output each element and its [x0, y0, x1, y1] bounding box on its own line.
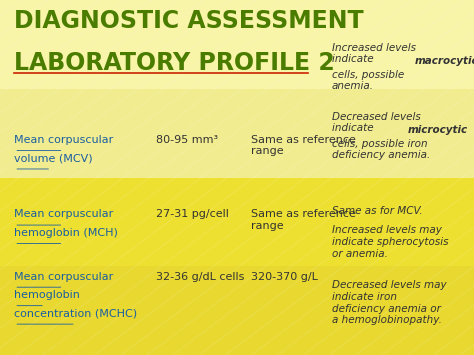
- Text: Decreased levels
indicate: Decreased levels indicate: [332, 112, 420, 133]
- Text: Increased levels
indicate: Increased levels indicate: [332, 43, 416, 64]
- Text: volume (MCV): volume (MCV): [14, 153, 93, 163]
- Text: microcytic: microcytic: [408, 125, 468, 135]
- Text: Decreased levels may
indicate iron
deficiency anemia or
a hemoglobinopathy.: Decreased levels may indicate iron defic…: [332, 280, 447, 325]
- Text: 320-370 g/L: 320-370 g/L: [251, 272, 318, 282]
- Text: Same as reference
range: Same as reference range: [251, 209, 356, 231]
- Text: hemoglobin: hemoglobin: [14, 290, 80, 300]
- Text: 80-95 mm³: 80-95 mm³: [156, 135, 219, 145]
- Bar: [0, 266, 474, 355]
- Text: Mean corpuscular: Mean corpuscular: [14, 209, 113, 219]
- Text: 27-31 pg/cell: 27-31 pg/cell: [156, 209, 229, 219]
- Text: cells, possible iron
deficiency anemia.: cells, possible iron deficiency anemia.: [332, 139, 430, 160]
- Text: hemoglobin (MCH): hemoglobin (MCH): [14, 228, 118, 238]
- Text: Same as reference
range: Same as reference range: [251, 135, 356, 157]
- Text: Mean corpuscular: Mean corpuscular: [14, 272, 113, 282]
- Text: Increased levels may
indicate spherocytosis
or anemia.: Increased levels may indicate spherocyto…: [332, 225, 448, 259]
- Text: concentration (MCHC): concentration (MCHC): [14, 308, 137, 318]
- Text: Same as for MCV.: Same as for MCV.: [332, 206, 422, 216]
- Bar: [0, 89, 474, 178]
- Text: cells, possible
anemia.: cells, possible anemia.: [332, 70, 404, 91]
- Text: LABORATORY PROFILE 2: LABORATORY PROFILE 2: [14, 51, 335, 76]
- Bar: [0, 0, 474, 89]
- Text: Mean corpuscular: Mean corpuscular: [14, 135, 113, 145]
- Text: macrocytic: macrocytic: [415, 56, 474, 66]
- Text: DIAGNOSTIC ASSESSMENT: DIAGNOSTIC ASSESSMENT: [14, 9, 364, 33]
- Text: 32-36 g/dL cells: 32-36 g/dL cells: [156, 272, 245, 282]
- Bar: [0, 178, 474, 266]
